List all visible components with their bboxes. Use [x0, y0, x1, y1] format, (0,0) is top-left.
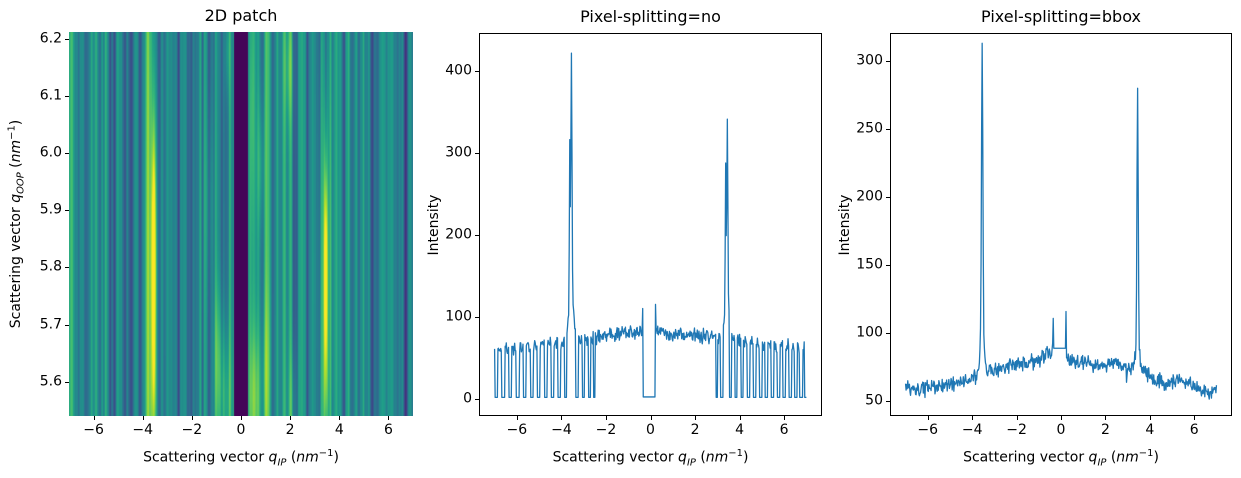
- x-tick-label: −2: [1006, 422, 1027, 438]
- x-tick-label: 0: [1056, 422, 1066, 438]
- x-tick-mark: [1016, 416, 1018, 420]
- y-tick-mark: [886, 265, 890, 267]
- x-axis-label-q-ip-2: Scattering vector qIP (nm−1): [552, 448, 749, 469]
- y-axis-label-intensity-no: Intensity: [426, 194, 442, 255]
- x-tick-label: −2: [181, 422, 203, 438]
- x-axis-label-q-ip-3: Scattering vector qIP (nm−1): [963, 448, 1159, 469]
- x-tick-mark: [339, 416, 341, 420]
- x-tick-label: 6: [779, 422, 789, 438]
- y-tick-mark: [65, 38, 69, 40]
- y-tick-label: 50: [865, 392, 883, 409]
- x-tick-mark: [1105, 416, 1107, 420]
- x-tick-mark: [516, 416, 518, 420]
- y-tick-mark: [65, 267, 69, 269]
- x-tick-label: −6: [917, 422, 939, 438]
- x-tick-mark: [1061, 416, 1062, 420]
- y-tick-mark: [475, 152, 479, 154]
- y-axis-label-q-oop: Scattering vector qOOP (nm−1): [6, 119, 27, 329]
- y-tick-mark: [65, 381, 69, 383]
- x-tick-label: −4: [961, 422, 983, 438]
- x-tick-mark: [241, 416, 242, 420]
- x-tick-label: −4: [132, 422, 154, 438]
- y-tick-label: 0: [463, 390, 472, 407]
- y-tick-mark: [475, 398, 479, 400]
- y-tick-label: 200: [445, 226, 472, 243]
- y-tick-mark: [886, 129, 890, 131]
- x-tick-label: 2: [285, 422, 295, 438]
- y-tick-label: 300: [856, 52, 883, 69]
- y-tick-label: 5.6: [39, 373, 62, 390]
- y-tick-mark: [475, 70, 479, 72]
- x-tick-mark: [739, 416, 741, 420]
- y-tick-label: 300: [445, 144, 472, 161]
- y-tick-label: 400: [445, 62, 472, 79]
- x-tick-label: −2: [595, 422, 617, 438]
- x-tick-mark: [650, 416, 652, 420]
- x-tick-label: 4: [735, 422, 745, 438]
- y-tick-mark: [886, 61, 890, 63]
- x-tick-label: 0: [236, 422, 246, 438]
- y-tick-mark: [65, 96, 69, 97]
- axes-pixel-splitting-no: [479, 33, 822, 416]
- x-tick-label: 2: [1100, 422, 1110, 438]
- intensity-curve: [904, 42, 1218, 400]
- x-tick-label: −6: [83, 422, 104, 438]
- plot-title-2d-patch: 2D patch: [204, 6, 278, 25]
- y-tick-mark: [886, 197, 890, 199]
- x-tick-label: 4: [1145, 422, 1155, 438]
- intensity-curve: [493, 52, 807, 399]
- x-tick-mark: [1149, 416, 1151, 420]
- x-tick-mark: [561, 416, 563, 420]
- y-tick-mark: [475, 316, 479, 318]
- y-tick-label: 6.1: [39, 87, 62, 104]
- y-tick-label: 6.2: [39, 30, 62, 47]
- y-tick-label: 250: [856, 120, 883, 137]
- plot-title-pixel-splitting-bbox: Pixel-splitting=bbox: [981, 7, 1141, 26]
- line-plot-bbox-splitting: [904, 42, 1218, 400]
- y-tick-mark: [65, 153, 69, 155]
- heatmap-image: [69, 32, 413, 416]
- x-tick-label: −6: [506, 422, 528, 438]
- x-tick-label: 0: [646, 422, 655, 438]
- x-tick-label: −4: [551, 422, 572, 438]
- y-tick-mark: [65, 324, 69, 326]
- line-plot-no-splitting: [493, 52, 807, 399]
- x-tick-mark: [605, 416, 607, 420]
- x-tick-label: 6: [1189, 422, 1199, 438]
- x-tick-mark: [695, 416, 697, 420]
- y-tick-label: 100: [445, 308, 472, 325]
- x-tick-mark: [142, 416, 144, 420]
- y-tick-label: 150: [856, 256, 883, 273]
- y-tick-label: 5.7: [39, 316, 62, 333]
- y-tick-mark: [65, 210, 69, 212]
- x-axis-label-q-ip-1: Scattering vector qIP (nm−1): [143, 448, 339, 469]
- y-tick-mark: [886, 333, 890, 335]
- x-tick-label: 2: [690, 422, 700, 438]
- y-axis-label-intensity-bbox: Intensity: [837, 194, 853, 255]
- y-tick-label: 200: [856, 188, 883, 205]
- x-tick-mark: [388, 416, 390, 420]
- y-tick-mark: [475, 234, 479, 236]
- x-tick-mark: [1194, 416, 1196, 420]
- x-tick-label: 6: [383, 422, 393, 438]
- y-tick-label: 6.0: [39, 144, 62, 161]
- y-tick-label: 100: [856, 324, 883, 341]
- plot-title-pixel-splitting-no: Pixel-splitting=no: [580, 7, 721, 26]
- axes-pixel-splitting-bbox: [890, 33, 1232, 416]
- y-tick-label: 5.9: [39, 201, 62, 218]
- x-tick-mark: [927, 416, 929, 420]
- y-tick-label: 5.8: [39, 258, 62, 275]
- x-tick-mark: [191, 416, 193, 420]
- x-tick-label: 4: [334, 422, 344, 438]
- x-tick-mark: [290, 416, 292, 420]
- x-tick-mark: [93, 416, 95, 420]
- x-tick-mark: [784, 416, 786, 420]
- axes-2d-patch: [69, 32, 413, 416]
- y-tick-mark: [886, 401, 890, 403]
- x-tick-mark: [972, 416, 974, 420]
